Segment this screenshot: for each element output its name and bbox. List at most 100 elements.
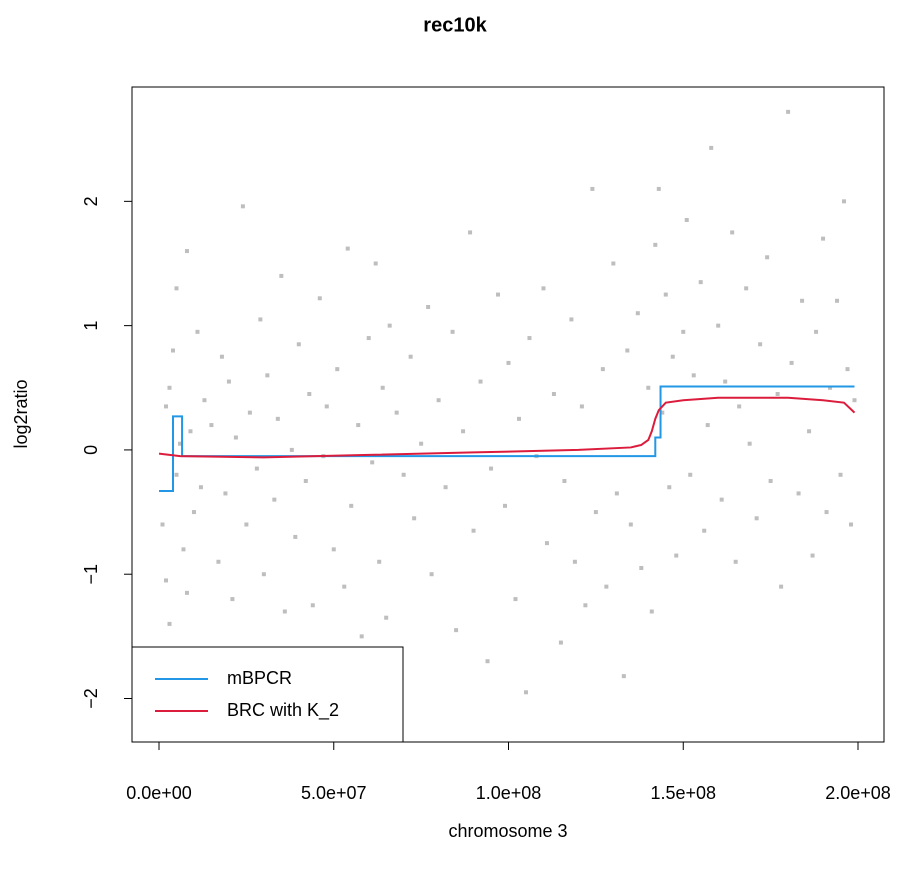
data-point xyxy=(174,472,179,477)
data-point xyxy=(167,385,172,390)
data-point xyxy=(177,441,182,446)
data-point xyxy=(296,342,301,347)
data-point xyxy=(835,298,840,303)
data-point xyxy=(754,516,759,521)
data-point xyxy=(223,491,228,496)
x-tick-label: 0.0e+00 xyxy=(126,783,192,803)
y-tick-label: −1 xyxy=(81,564,101,585)
data-point xyxy=(247,410,252,415)
data-point xyxy=(635,311,640,316)
data-point xyxy=(489,466,494,471)
data-point xyxy=(845,367,850,372)
data-point xyxy=(558,640,563,645)
data-point xyxy=(279,273,284,278)
data-point xyxy=(324,404,329,409)
data-point xyxy=(541,286,546,291)
series-line xyxy=(159,385,855,492)
data-point xyxy=(310,603,315,608)
y-tick-label: −2 xyxy=(81,688,101,709)
data-point xyxy=(611,261,616,266)
data-point xyxy=(366,336,371,341)
data-point xyxy=(359,634,364,639)
data-point xyxy=(758,342,763,347)
data-point xyxy=(226,379,231,384)
data-point xyxy=(747,441,752,446)
data-point xyxy=(303,478,308,483)
data-point xyxy=(513,597,518,602)
data-point xyxy=(335,367,340,372)
data-point xyxy=(810,553,815,558)
data-point xyxy=(604,584,609,589)
data-point xyxy=(646,385,651,390)
x-tick-label: 1.0e+08 xyxy=(476,783,542,803)
plot-frame xyxy=(131,86,885,743)
data-point xyxy=(849,522,854,527)
data-point xyxy=(796,491,801,496)
data-point xyxy=(349,503,354,508)
data-point xyxy=(198,485,203,490)
data-point xyxy=(373,261,378,266)
data-point xyxy=(342,584,347,589)
data-point xyxy=(202,398,207,403)
data-point xyxy=(331,547,336,552)
data-point xyxy=(272,497,277,502)
data-point xyxy=(443,485,448,490)
data-point xyxy=(461,429,466,434)
data-point xyxy=(478,379,483,384)
data-point xyxy=(412,516,417,521)
y-axis-label: log2ratio xyxy=(11,379,31,448)
data-point xyxy=(261,572,266,577)
data-point xyxy=(800,298,805,303)
data-point xyxy=(164,578,169,583)
x-tick-label: 2.0e+08 xyxy=(825,783,891,803)
data-point xyxy=(656,186,661,191)
data-point xyxy=(719,497,724,502)
y-tick-label: 1 xyxy=(81,321,101,331)
data-point xyxy=(254,466,259,471)
data-point xyxy=(209,423,214,428)
data-point xyxy=(691,373,696,378)
data-point xyxy=(191,510,196,515)
data-point xyxy=(485,659,490,664)
data-point xyxy=(621,674,626,679)
data-point xyxy=(181,547,186,552)
data-point xyxy=(394,410,399,415)
chart-title: rec10k xyxy=(423,14,487,36)
data-point xyxy=(828,385,833,390)
data-point xyxy=(164,404,169,409)
data-point xyxy=(244,522,249,527)
data-point xyxy=(768,478,773,483)
data-point xyxy=(821,236,826,241)
data-point xyxy=(408,354,413,359)
data-point xyxy=(219,354,224,359)
data-point xyxy=(684,217,689,222)
data-point xyxy=(471,528,476,533)
data-point xyxy=(698,280,703,285)
data-point xyxy=(384,615,389,620)
legend: mBPCR BRC with K_2 xyxy=(131,646,404,743)
data-point xyxy=(387,323,392,328)
data-point xyxy=(544,541,549,546)
data-point xyxy=(216,559,221,564)
data-point xyxy=(670,354,675,359)
data-point xyxy=(275,416,280,421)
data-point xyxy=(723,379,728,384)
data-point xyxy=(345,246,350,251)
data-point xyxy=(667,485,672,490)
data-point xyxy=(516,416,521,421)
data-point xyxy=(702,528,707,533)
data-point xyxy=(628,522,633,527)
data-point xyxy=(265,373,270,378)
data-point xyxy=(649,609,654,614)
data-point xyxy=(663,292,668,297)
data-point xyxy=(230,597,235,602)
data-point xyxy=(838,472,843,477)
data-point xyxy=(593,510,598,515)
data-point xyxy=(625,348,630,353)
data-point xyxy=(450,329,455,334)
data-point xyxy=(426,304,431,309)
data-point xyxy=(506,360,511,365)
data-point xyxy=(454,628,459,633)
